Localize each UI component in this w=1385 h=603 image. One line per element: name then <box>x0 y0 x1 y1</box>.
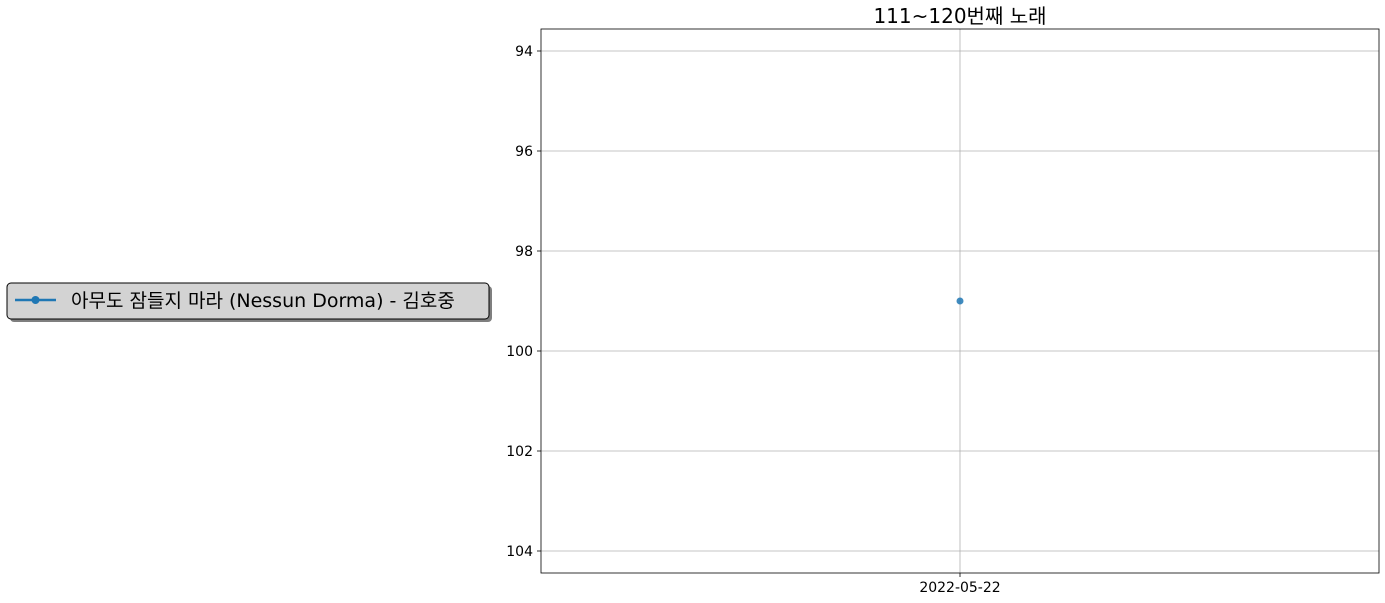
legend: 아무도 잠들지 마라 (Nessun Dorma) - 김호중 <box>6 282 492 322</box>
y-tick-label: 98 <box>515 244 533 260</box>
series-layer <box>956 297 964 305</box>
legend-series-marker <box>31 296 40 304</box>
y-tick-label: 94 <box>515 44 533 60</box>
y-axis: 94 96 98 100 102 104 <box>506 44 541 560</box>
legend-series-label: 아무도 잠들지 마라 (Nessun Dorma) - 김호중 <box>71 290 455 312</box>
y-tick-label: 102 <box>506 444 533 460</box>
legend-box <box>6 282 490 320</box>
y-tick-label: 104 <box>506 544 533 560</box>
chart-title: 111~120번째 노래 <box>873 4 1046 28</box>
series-point <box>956 297 964 305</box>
x-tick-label: 2022-05-22 <box>919 580 1000 596</box>
grid <box>541 29 1379 573</box>
x-axis: 2022-05-22 <box>919 573 1001 596</box>
y-tick-label: 100 <box>506 344 533 360</box>
y-tick-label: 96 <box>515 144 533 160</box>
